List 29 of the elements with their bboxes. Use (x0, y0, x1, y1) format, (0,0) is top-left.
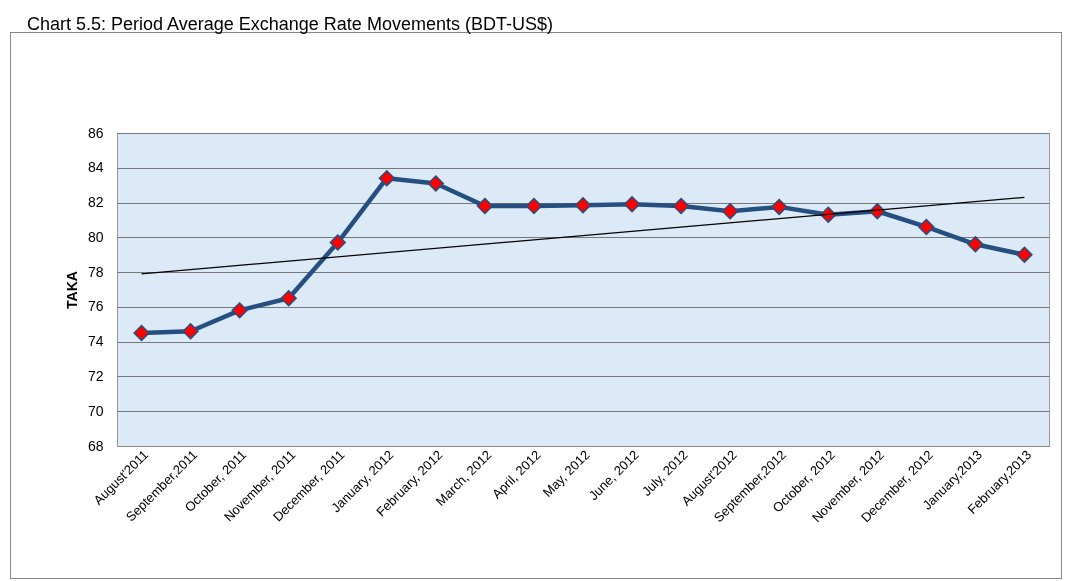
point (967, 236, 984, 253)
y-tick-label: 70 (87, 402, 104, 419)
point (771, 198, 788, 216)
point (721, 203, 739, 220)
y-tick-label: 80 (87, 228, 104, 245)
point (918, 218, 935, 236)
chart-title: Chart 5.5: Period Average Exchange Rate Movements (BDT-US$) (27, 14, 553, 34)
point (329, 234, 346, 251)
y-tick-label: 86 (87, 124, 104, 141)
y-tick-label: 72 (87, 367, 104, 384)
point (378, 170, 395, 187)
point (182, 323, 199, 340)
point (476, 197, 494, 215)
y-tick-label: 74 (87, 333, 104, 350)
y-tick-label: 84 (87, 159, 104, 176)
point (133, 324, 150, 342)
y-tick-label: 76 (87, 298, 104, 315)
point (525, 197, 543, 215)
y-tick-label: 82 (87, 194, 104, 211)
y-axis-title: TAKA (63, 271, 80, 309)
point (427, 175, 445, 192)
point (1016, 246, 1033, 263)
point (231, 302, 248, 319)
y-tick-label: 68 (87, 437, 104, 454)
point (280, 290, 297, 307)
point (574, 197, 592, 214)
y-tick-label: 78 (87, 263, 104, 280)
point (623, 196, 641, 213)
point (672, 197, 690, 215)
